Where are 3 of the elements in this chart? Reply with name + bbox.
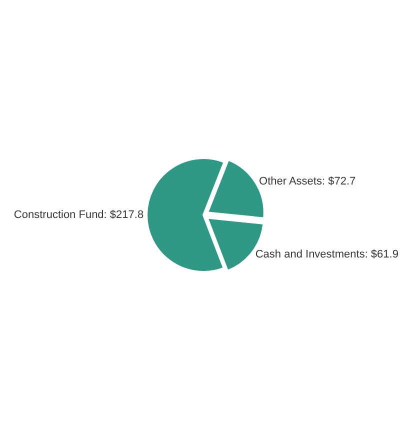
slice-label: Other Assets: $72.7: [259, 175, 356, 188]
slice-label: Cash and Investments: $61.9: [255, 248, 398, 261]
slice-label: Construction Fund: $217.8: [14, 208, 144, 221]
